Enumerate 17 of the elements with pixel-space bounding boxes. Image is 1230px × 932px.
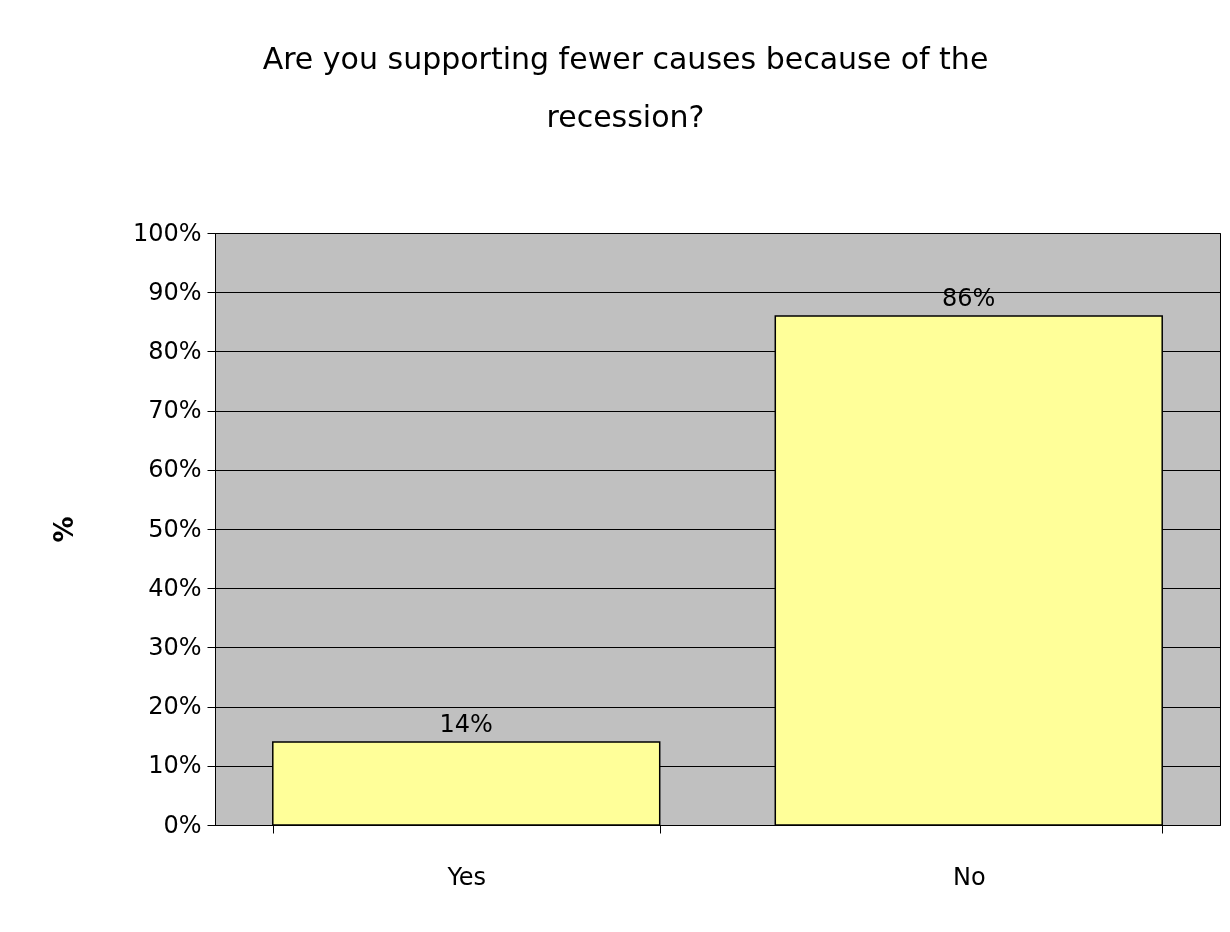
y-tick-label: 60% xyxy=(148,455,202,484)
y-tick-label: 30% xyxy=(148,632,202,661)
x-tick-label: Yes xyxy=(446,862,487,891)
data-label: 86% xyxy=(942,283,996,312)
y-tick-label: 90% xyxy=(148,277,202,306)
y-tick-label: 10% xyxy=(148,751,202,780)
y-tick-label: 50% xyxy=(148,514,202,543)
x-tick-label: No xyxy=(952,862,986,891)
data-label: 14% xyxy=(439,710,493,739)
y-tick-label: 100% xyxy=(132,218,202,247)
y-tick-label: 80% xyxy=(148,336,202,365)
y-axis-title: % xyxy=(48,516,79,543)
chart-title: Are you supporting fewer causes because of the recession? xyxy=(262,41,989,134)
y-tick-label: 70% xyxy=(148,396,202,425)
y-tick-label: 40% xyxy=(148,573,202,602)
y-tick-label: 0% xyxy=(163,810,202,839)
y-tick-label: 20% xyxy=(148,692,202,721)
